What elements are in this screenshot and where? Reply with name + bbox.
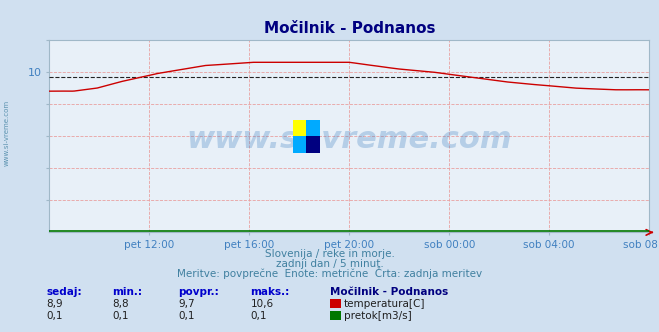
Text: 0,1: 0,1 [178,311,194,321]
Text: zadnji dan / 5 minut.: zadnji dan / 5 minut. [275,259,384,269]
Text: 0,1: 0,1 [46,311,63,321]
Text: 0,1: 0,1 [112,311,129,321]
Bar [293,136,306,153]
Bar [306,136,320,153]
Text: www.si-vreme.com: www.si-vreme.com [3,100,10,166]
Text: temperatura[C]: temperatura[C] [344,299,426,309]
Text: 9,7: 9,7 [178,299,194,309]
Text: min.:: min.: [112,288,142,297]
Title: Močilnik - Podnanos: Močilnik - Podnanos [264,21,435,36]
Text: 8,9: 8,9 [46,299,63,309]
Text: 8,8: 8,8 [112,299,129,309]
Text: 0,1: 0,1 [250,311,267,321]
Text: povpr.:: povpr.: [178,288,219,297]
Text: Močilnik - Podnanos: Močilnik - Podnanos [330,288,447,297]
Text: sedaj:: sedaj: [46,288,82,297]
Text: maks.:: maks.: [250,288,290,297]
Bar [293,120,306,136]
Text: Meritve: povprečne  Enote: metrične  Črta: zadnja meritev: Meritve: povprečne Enote: metrične Črta:… [177,267,482,279]
Text: www.si-vreme.com: www.si-vreme.com [186,125,512,154]
Text: Slovenija / reke in morje.: Slovenija / reke in morje. [264,249,395,259]
Text: pretok[m3/s]: pretok[m3/s] [344,311,412,321]
Bar [306,120,320,136]
Text: 10,6: 10,6 [250,299,273,309]
